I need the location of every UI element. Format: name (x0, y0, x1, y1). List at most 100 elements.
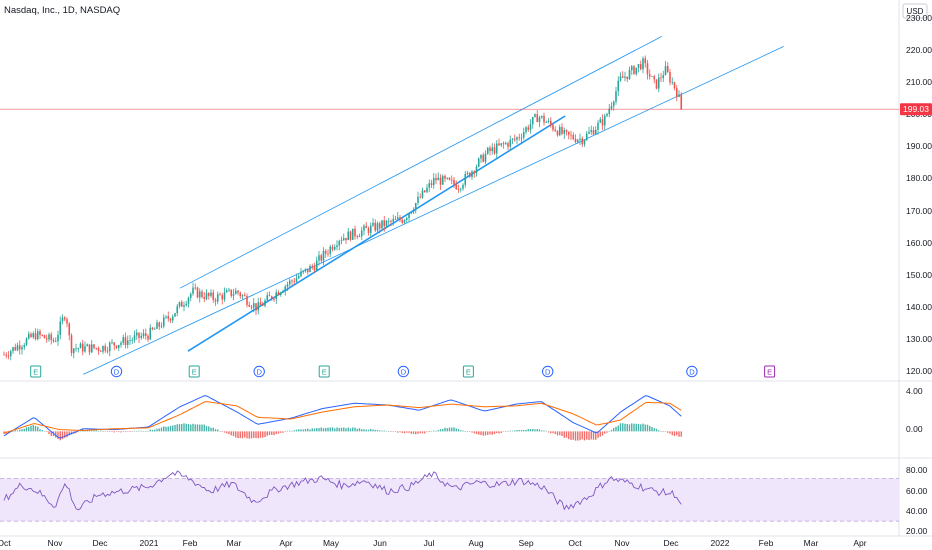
candle (135, 329, 138, 340)
macd-histogram-bar (628, 424, 631, 432)
trendline-channel[interactable] (179, 36, 662, 289)
rsi-tick: 60.00 (906, 486, 928, 496)
candle (504, 141, 507, 145)
candle (97, 346, 100, 355)
candle (502, 141, 505, 149)
macd-histogram-bar (493, 431, 496, 434)
earnings-marker[interactable]: E (30, 365, 42, 378)
candle (453, 177, 455, 189)
macd-histogram-bar (190, 424, 192, 432)
macd-histogram-bar (383, 430, 385, 432)
candle (374, 219, 377, 233)
macd-histogram-bar (565, 431, 568, 438)
candle (111, 339, 113, 345)
macd-histogram-bar (55, 431, 57, 438)
macd-histogram-bar (273, 431, 275, 436)
macd-histogram-bar (527, 429, 529, 432)
macd-histogram-bar (158, 428, 160, 432)
candle (626, 76, 629, 83)
trendline-support[interactable] (187, 115, 566, 352)
candle (230, 289, 233, 298)
earnings-marker[interactable]: E (462, 365, 474, 378)
dividend-marker[interactable]: D (686, 365, 698, 378)
candle (221, 293, 224, 305)
macd-histogram-bar (214, 429, 217, 432)
candle (16, 342, 19, 352)
candle (437, 172, 440, 181)
macd-histogram-bar (246, 431, 248, 439)
candle (534, 113, 536, 118)
earnings-marker[interactable]: E (764, 365, 776, 378)
candle (509, 135, 512, 151)
time-label: 2021 (140, 538, 159, 548)
candle (678, 90, 680, 98)
macd-histogram-bar (185, 423, 187, 432)
macd-histogram-bar (655, 428, 658, 432)
candle (250, 305, 253, 310)
time-label: May (323, 538, 340, 548)
dividend-marker[interactable]: D (253, 365, 265, 378)
candle (84, 341, 86, 353)
dividend-marker[interactable]: D (397, 365, 410, 378)
macd-histogram-bar (415, 431, 417, 435)
macd-histogram-bar (311, 428, 313, 432)
candle (54, 337, 57, 343)
macd-histogram-bar (435, 430, 437, 432)
macd-histogram-bar (595, 431, 597, 440)
candle (385, 219, 388, 229)
candle (680, 91, 683, 111)
candle (336, 240, 338, 251)
macd-histogram-bar (77, 431, 79, 432)
candle (30, 332, 32, 338)
macd-histogram-bar (327, 427, 329, 432)
candle (518, 133, 521, 141)
candle (500, 143, 503, 147)
trendline-layer[interactable] (83, 36, 784, 375)
candle (61, 314, 64, 325)
dividend-marker[interactable]: D (110, 365, 123, 378)
dividend-marker[interactable]: D (542, 365, 554, 378)
price-tick: 220.00 (906, 45, 932, 55)
trendline-channel[interactable] (83, 46, 784, 375)
candle (493, 143, 496, 155)
candle (5, 352, 8, 359)
candle (185, 300, 188, 307)
macd-histogram-bar (154, 429, 156, 432)
currency-box[interactable] (902, 3, 928, 19)
candle (653, 74, 656, 84)
earnings-marker[interactable]: E (318, 365, 330, 378)
macd-histogram-bar (50, 431, 52, 436)
candle (601, 114, 604, 131)
candle (403, 219, 406, 224)
macd-histogram-bar (408, 431, 410, 433)
candle (671, 77, 674, 85)
candle (358, 233, 361, 238)
candle (547, 118, 550, 124)
macd-histogram-bar (68, 431, 70, 436)
macd-histogram-bar (592, 431, 595, 440)
macd-histogram-bar (421, 431, 424, 434)
candle (104, 343, 107, 353)
macd-histogram-bar (358, 428, 361, 432)
candle (273, 297, 275, 302)
macd-histogram-bar (100, 430, 102, 432)
candle (428, 179, 431, 193)
candle (63, 316, 66, 322)
macd-histogram-bar (379, 430, 381, 432)
macd-histogram-bar (205, 426, 208, 432)
candle (419, 193, 422, 199)
earnings-marker[interactable]: E (188, 365, 200, 378)
candle (171, 314, 174, 324)
macd-histogram-bar (597, 431, 599, 438)
candle (320, 253, 323, 263)
candle (457, 184, 460, 193)
candle (228, 287, 230, 292)
macd-histogram-bar (496, 431, 498, 434)
macd-histogram-bar (631, 423, 633, 432)
candle (552, 123, 554, 132)
candle (585, 130, 588, 142)
macd-histogram-bar (651, 427, 653, 432)
macd-histogram-bar (244, 431, 246, 438)
